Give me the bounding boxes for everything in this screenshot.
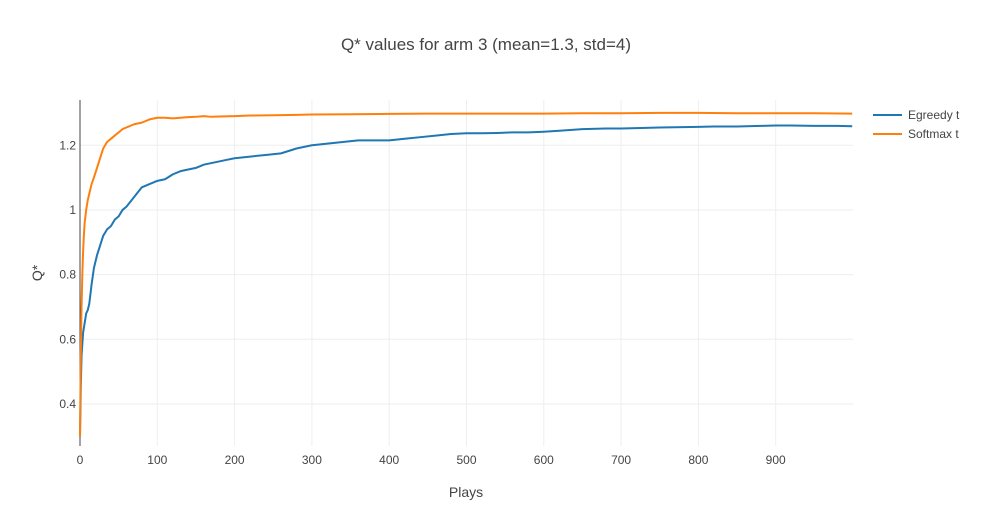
legend-label: Softmax t: [908, 127, 959, 141]
y-tick-label: 0.4: [59, 397, 76, 411]
plot-area[interactable]: [79, 111, 853, 437]
x-tick-label: 400: [379, 453, 399, 467]
legend-item[interactable]: Egreedy t: [873, 108, 960, 122]
x-tick-label: 900: [766, 453, 786, 467]
y-tick-label: 0.8: [59, 268, 76, 282]
x-tick-label: 200: [225, 453, 245, 467]
y-tick-label: 1.2: [59, 138, 76, 152]
x-tick-label: 100: [147, 453, 167, 467]
x-tick-label: 300: [302, 453, 322, 467]
series-line-softmax-t[interactable]: [79, 111, 853, 437]
y-tick-label: 0.6: [59, 332, 76, 346]
y-tick-label: 1: [69, 203, 76, 217]
legend[interactable]: Egreedy t Softmax t: [873, 108, 960, 141]
x-tick-label: 800: [688, 453, 708, 467]
legend-item[interactable]: Softmax t: [873, 127, 959, 141]
x-tick-label: 0: [77, 453, 84, 467]
grid-lines: [80, 100, 853, 446]
series-line-egreedy-t[interactable]: [79, 124, 853, 437]
x-axis-title: Plays: [449, 484, 483, 500]
y-axis-title: Q*: [29, 264, 45, 281]
x-tick-label: 700: [611, 453, 631, 467]
x-tick-label: 600: [534, 453, 554, 467]
tick-labels: 0 100 200 300 400 500 600 700 800 900 0.4 0.6 0.8 1 1.…: [59, 138, 786, 467]
x-tick-label: 500: [456, 453, 476, 467]
chart-title: Q* values for arm 3 (mean=1.3, std=4): [341, 35, 631, 54]
legend-label: Egreedy t: [908, 108, 960, 122]
